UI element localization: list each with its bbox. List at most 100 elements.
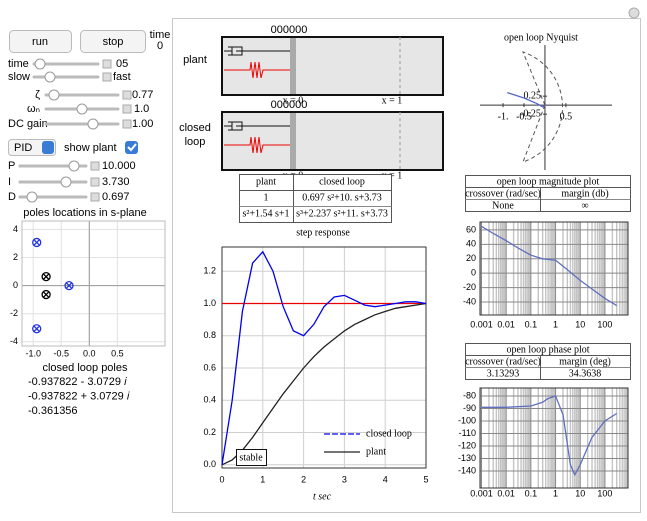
run-label: run	[32, 36, 48, 48]
slider-plus[interactable]	[90, 177, 100, 187]
x-tick-label: 0.01	[497, 488, 515, 498]
slider-thumb[interactable]	[60, 176, 72, 188]
y-tick-label: 0.2	[203, 427, 216, 437]
y-tick-label: -40	[463, 296, 476, 306]
y-tick-label: -130	[458, 453, 476, 463]
slider-plus[interactable]	[122, 119, 132, 129]
dropdown-arrow	[42, 141, 54, 154]
y-tick-label: -4	[10, 336, 18, 346]
tf-table	[239, 174, 392, 223]
slider-plus[interactable]	[90, 192, 100, 202]
table-cell: 34.3638	[569, 368, 602, 379]
table-header: closed loop	[319, 176, 365, 187]
y-tick-label: -140	[458, 465, 476, 475]
show-plant-checkbox[interactable]	[125, 141, 138, 154]
legend-label: plant	[366, 446, 386, 457]
table-cell: s³+2.237 s²+11. s+3.73	[296, 208, 388, 219]
pole-marker	[41, 289, 51, 300]
plot-frame	[479, 387, 629, 489]
run-button[interactable]	[9, 30, 72, 53]
slider-value: fast	[113, 71, 131, 83]
slider-label: I	[8, 176, 11, 188]
options-icon[interactable]	[628, 7, 640, 19]
slider-thumb[interactable]	[26, 191, 38, 203]
pole-cross	[33, 325, 40, 332]
pole-cross	[65, 282, 73, 289]
stop-button[interactable]	[80, 30, 146, 53]
x-tick-label: 3	[342, 474, 347, 484]
table-header: margin (db)	[561, 188, 608, 199]
slider-thumb[interactable]	[44, 71, 56, 83]
table-cell: 0.697 s²+10. s+3.73	[302, 192, 382, 203]
plot-frame	[21, 220, 166, 347]
series-line	[481, 225, 618, 307]
pole-value: -0.937822 - 3.0729 𝑖	[28, 376, 127, 388]
x-tick-label: 1	[553, 319, 558, 329]
x-tick-label: 1	[260, 474, 265, 484]
damper	[224, 46, 290, 56]
slider-thumb[interactable]	[68, 160, 80, 172]
chart-title: poles locations in s-plane	[23, 207, 147, 219]
y-tick-label: 1.0	[203, 298, 216, 308]
slider-value: 3.730	[102, 176, 130, 188]
pole-marker	[32, 237, 42, 248]
pole-marker	[32, 324, 42, 334]
diagram-label: closed	[179, 122, 211, 134]
table-cell: 1	[264, 192, 269, 203]
pole-circle	[41, 271, 51, 282]
table-header: plant	[256, 176, 276, 187]
slider-plus[interactable]	[102, 72, 112, 82]
pole-circle	[41, 289, 51, 300]
pole-circle	[32, 324, 42, 334]
annotation: stable	[239, 452, 263, 463]
slider-value: 0.697	[102, 191, 130, 203]
x-tick-label: 0	[219, 474, 224, 484]
x-tick-label: 0.001	[470, 488, 493, 498]
pole-value: -0.937822 + 3.0729 𝑖	[28, 390, 130, 402]
y-tick-label: 0.8	[203, 330, 216, 340]
x0-label: x = 0	[283, 95, 304, 106]
checkmark	[127, 143, 137, 152]
y-tick-label: 0.0	[203, 459, 216, 469]
mass	[290, 38, 296, 94]
x-tick-label: 0.001	[470, 319, 493, 329]
x-tick-label: 10	[575, 488, 585, 498]
slider-thumb[interactable]	[48, 89, 60, 101]
x-tick-label: 0.01	[497, 319, 515, 329]
x-tick-label: 100	[597, 488, 612, 498]
y-tick-label: 0.4	[203, 395, 216, 405]
y-tick-label: 40	[466, 239, 476, 249]
chart-title: step response	[296, 227, 350, 238]
y-tick-label: 0.25	[523, 90, 541, 101]
slider-label: ωₙ	[27, 103, 40, 115]
chart-title: open loop Nyquist	[504, 32, 578, 43]
x-tick-label: 5	[423, 474, 428, 484]
slider-plus[interactable]	[122, 104, 132, 114]
pole-cross	[43, 291, 50, 298]
slider-thumb[interactable]	[76, 103, 88, 115]
table-header: crossover (rad/sec)	[465, 188, 541, 199]
x-axis-label: t sec	[313, 491, 332, 502]
y-tick-label: -20	[463, 282, 476, 292]
counter: 000000	[271, 24, 308, 36]
x-tick-label: -1.0	[25, 348, 41, 358]
chart-title: open loop phase plot	[506, 344, 589, 355]
slider-plus[interactable]	[90, 161, 100, 171]
mode-label: PID	[14, 142, 32, 154]
slider-thumb[interactable]	[34, 58, 46, 70]
pole-cross	[43, 273, 50, 280]
margin-table	[465, 343, 631, 380]
x-tick-label: -1.	[498, 111, 509, 122]
pole-circle	[64, 280, 74, 291]
spring	[224, 61, 290, 79]
slider-plus[interactable]	[102, 59, 112, 69]
slider-plus[interactable]	[122, 90, 132, 100]
damper	[224, 121, 290, 131]
poles-title: closed loop poles	[42, 362, 128, 374]
y-tick-label: 20	[466, 253, 476, 263]
slider-thumb[interactable]	[87, 118, 99, 130]
series-line	[481, 395, 618, 477]
slider-value: 1.0	[134, 103, 149, 115]
plot-frame	[221, 246, 427, 469]
table-header: margin (deg)	[559, 356, 611, 367]
